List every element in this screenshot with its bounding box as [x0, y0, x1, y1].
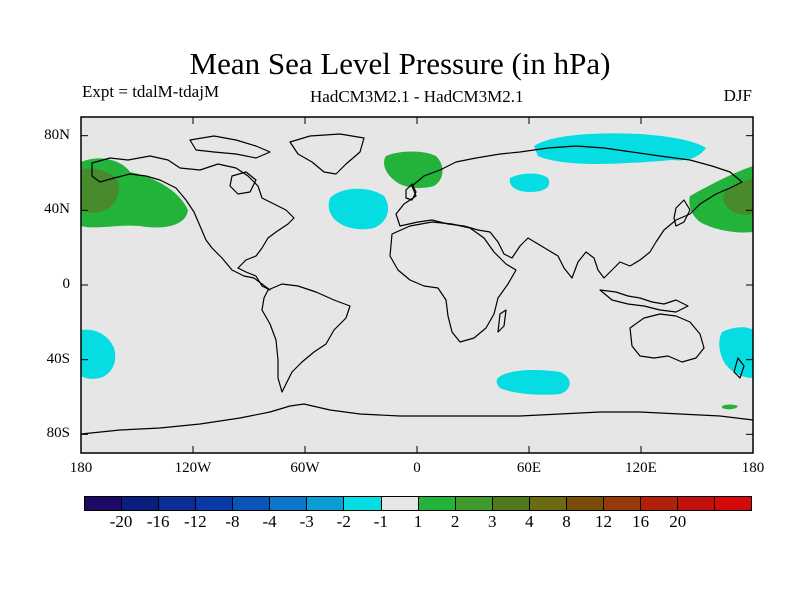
map-title: Mean Sea Level Pressure (in hPa)	[189, 46, 611, 81]
season-label: DJF	[723, 86, 752, 105]
coastlines	[80, 133, 754, 435]
colorbar-swatch	[640, 497, 678, 510]
region-north-atlantic-positive	[384, 151, 443, 188]
colorbar-swatch	[233, 497, 271, 510]
region-mid-atlantic-negative	[328, 188, 389, 230]
colorbar-swatch	[196, 497, 234, 510]
colorbar-swatch	[270, 497, 308, 510]
experiment-label: Expt = tdalM-tdajM	[82, 82, 220, 101]
colorbar-label: -1	[373, 512, 388, 531]
x-tick-label: 60E	[516, 460, 542, 476]
colorbar-swatch	[603, 497, 641, 510]
colorbar-swatch	[455, 497, 493, 510]
region-south-pacific-east-negative	[81, 329, 116, 379]
region-southern-indian-negative	[496, 370, 570, 395]
region-west-pacific-core	[723, 178, 753, 215]
x-tick-label: 0	[413, 460, 421, 476]
coastline-indonesia	[599, 289, 689, 313]
colorbar-swatch	[85, 497, 123, 510]
colorbar-swatch	[492, 497, 530, 510]
colorbar-swatch	[381, 497, 419, 510]
colorbar-label: 20	[669, 512, 687, 531]
coastline-greenland	[289, 133, 365, 175]
coastline-australia	[629, 313, 705, 363]
x-tick-label: 180	[69, 460, 93, 476]
x-tick-label: 120W	[174, 460, 212, 476]
models-label: HadCM3M2.1 - HadCM3M2.1	[310, 87, 524, 106]
colorbar-label: 4	[525, 512, 534, 531]
colorbar-swatch	[418, 497, 456, 510]
region-west-pacific-positive	[689, 166, 753, 233]
x-tick-label: 60W	[290, 460, 320, 476]
colorbar-swatch	[678, 497, 716, 510]
colorbar-label: -2	[336, 512, 351, 531]
region-scandinavia-negative	[509, 173, 550, 192]
colorbar-label: 8	[562, 512, 571, 531]
coastline-antarctica	[80, 403, 754, 435]
colorbar-label: 12	[595, 512, 613, 531]
anomaly-regions	[81, 133, 753, 410]
coastline-madagascar	[497, 309, 507, 333]
coastline-hudson-bay	[229, 171, 257, 195]
y-tick-label: 80S	[46, 425, 70, 442]
y-tick-label: 0	[62, 276, 71, 292]
y-tick-label: 40N	[44, 201, 70, 218]
colorbar-swatch	[122, 497, 160, 510]
coastline-south-america	[261, 283, 351, 393]
region-south-pacific-west-negative	[719, 327, 753, 378]
y-tick-label: 40S	[46, 350, 70, 367]
coastline-north-america	[91, 155, 295, 291]
colorbar-label: -16	[146, 512, 170, 531]
colorbar-label: -8	[225, 512, 240, 531]
x-tick-label: 120E	[625, 460, 657, 476]
colorbar-swatch	[529, 497, 567, 510]
colorbar-label: -20	[109, 512, 133, 531]
colorbar-label: 1	[413, 512, 423, 531]
colorbar-label: -12	[183, 512, 207, 531]
colorbar-label: -4	[262, 512, 277, 531]
coastline-arctic-islands	[189, 135, 271, 159]
axis-ticks	[80, 117, 754, 453]
colorbar-label: 16	[632, 512, 650, 531]
colorbar	[84, 496, 752, 511]
colorbar-swatch	[715, 497, 752, 510]
colorbar-label: 2	[450, 512, 460, 531]
y-tick-label: 80N	[44, 126, 70, 143]
colorbar-label: 3	[487, 512, 497, 531]
colorbar-label: -3	[299, 512, 314, 531]
x-tick-label: 180	[741, 460, 765, 476]
coastline-japan	[673, 199, 691, 227]
coastline-new-zealand	[733, 357, 745, 379]
coastline-british-isles	[405, 183, 417, 201]
colorbar-swatch	[344, 497, 382, 510]
colorbar-swatch	[307, 497, 345, 510]
colorbar-swatch	[159, 497, 197, 510]
colorbar-swatch	[566, 497, 604, 510]
coastline-eurasia	[395, 145, 743, 279]
region-southern-ocean-small-positive	[722, 404, 738, 410]
